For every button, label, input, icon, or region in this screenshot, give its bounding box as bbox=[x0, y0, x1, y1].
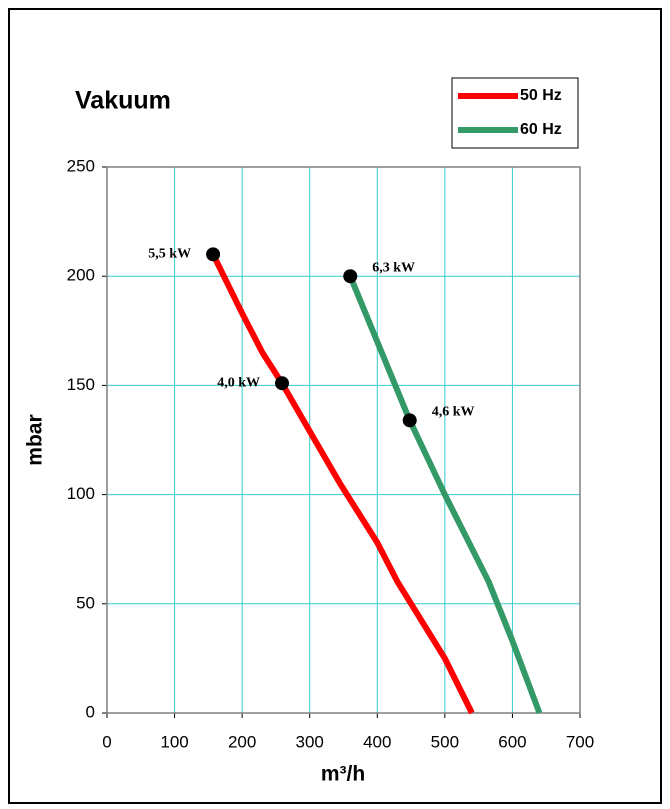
series-line bbox=[210, 253, 475, 715]
power-label: 6,3 kW bbox=[372, 260, 415, 275]
x-tick-label: 400 bbox=[363, 732, 391, 751]
x-tick-label: 0 bbox=[102, 732, 111, 751]
power-label: 4,0 kW bbox=[217, 375, 260, 390]
y-tick-label: 0 bbox=[86, 702, 95, 721]
chart-title: Vakuum bbox=[75, 87, 171, 115]
x-tick-label: 100 bbox=[160, 732, 188, 751]
y-axis-label: mbar bbox=[24, 414, 47, 465]
x-tick-label: 500 bbox=[431, 732, 459, 751]
plot-area bbox=[106, 166, 581, 714]
y-tick-label: 250 bbox=[67, 156, 95, 175]
x-tick-label: 300 bbox=[296, 732, 324, 751]
power-point bbox=[402, 413, 417, 428]
legend-box bbox=[451, 77, 579, 149]
power-point bbox=[275, 376, 290, 391]
power-point bbox=[206, 247, 221, 262]
power-point bbox=[343, 269, 358, 284]
x-tick-label: 600 bbox=[498, 732, 526, 751]
x-axis-label: m³/h bbox=[321, 763, 365, 786]
x-tick-label: 200 bbox=[228, 732, 256, 751]
legend-label: 60 Hz bbox=[520, 121, 562, 138]
y-tick-label: 200 bbox=[67, 266, 95, 285]
power-label: 4,6 kW bbox=[432, 405, 475, 420]
series-line bbox=[347, 275, 543, 715]
y-tick-label: 150 bbox=[67, 375, 95, 394]
legend-label: 50 Hz bbox=[520, 87, 562, 104]
power-label: 5,5 kW bbox=[148, 247, 191, 262]
y-tick-label: 50 bbox=[76, 593, 95, 612]
x-tick-label: 700 bbox=[566, 732, 594, 751]
y-tick-label: 100 bbox=[67, 484, 95, 503]
